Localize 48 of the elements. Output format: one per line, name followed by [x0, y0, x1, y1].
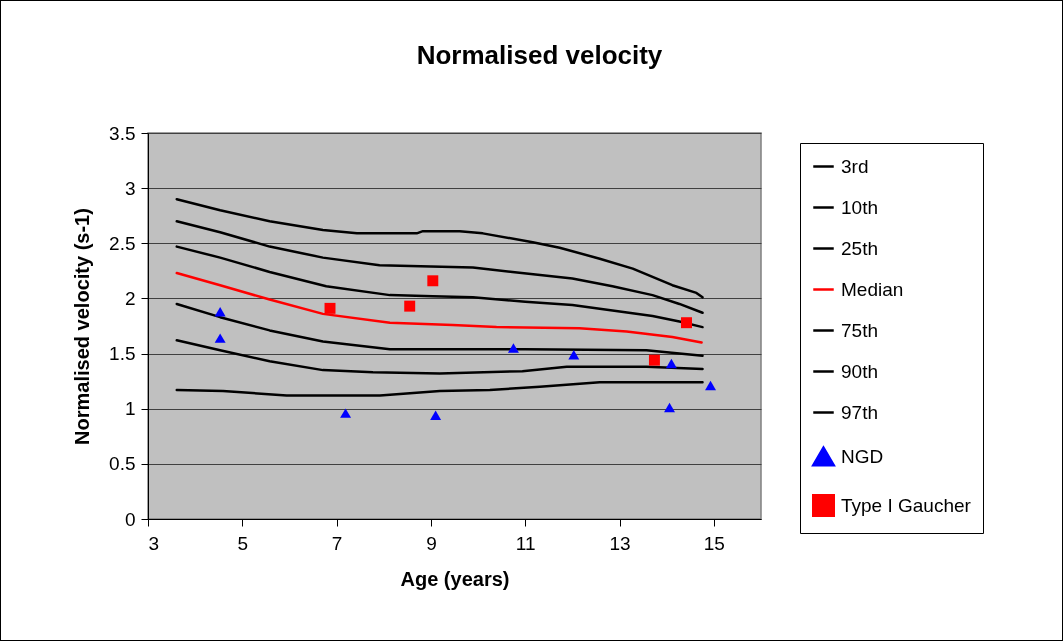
x-axis-title: Age (years)	[400, 567, 510, 590]
point	[705, 380, 717, 391]
point	[665, 358, 677, 369]
legend-label: NGD	[841, 445, 884, 467]
point	[340, 408, 352, 418]
point	[404, 300, 416, 312]
y-tick-label: 2.5	[109, 232, 136, 254]
y-tick-label: 0	[124, 508, 136, 530]
legend-label: Median	[841, 278, 904, 300]
y-tick-label: 3.5	[109, 122, 136, 144]
y-tick-label: 2	[124, 287, 136, 309]
y-tick-label: 1.5	[109, 343, 136, 365]
legend-label: 90th	[841, 360, 878, 382]
x-tick-label: 3	[148, 532, 160, 554]
y-tick-label: 1	[124, 398, 136, 420]
x-tick-label: 11	[515, 532, 536, 554]
legend-label: 97th	[841, 401, 878, 423]
point	[324, 302, 336, 314]
legend-label: 10th	[841, 196, 878, 218]
legend-label: 75th	[841, 319, 878, 341]
point	[681, 317, 692, 329]
x-tick-label: 13	[609, 532, 631, 554]
line-series	[175, 245, 704, 329]
x-tick-label: 7	[331, 532, 343, 554]
y-tick-label: 3	[124, 177, 136, 199]
line-series	[175, 219, 704, 315]
point	[430, 410, 442, 421]
legend-label: Type I Gaucher	[841, 494, 972, 516]
line-series	[175, 381, 704, 397]
point	[664, 402, 675, 413]
line-series	[175, 271, 703, 344]
legend-label: 3rd	[841, 155, 869, 177]
point	[648, 354, 660, 366]
point	[214, 306, 226, 317]
y-tick-label: 0.5	[109, 453, 136, 475]
point	[427, 275, 439, 287]
line-series	[175, 302, 704, 358]
point	[568, 349, 580, 360]
y-axis-title: Normalised velocity (s-1)	[71, 208, 94, 445]
point	[214, 333, 226, 343]
line-series	[175, 197, 704, 299]
x-tick-label: 15	[703, 532, 725, 554]
x-tick-label: 5	[237, 532, 249, 554]
chart-title: Normalised velocity	[416, 40, 663, 70]
legend-label: 25th	[841, 237, 878, 259]
x-tick-label: 9	[426, 532, 437, 554]
point	[507, 343, 519, 353]
line-series	[175, 339, 704, 375]
